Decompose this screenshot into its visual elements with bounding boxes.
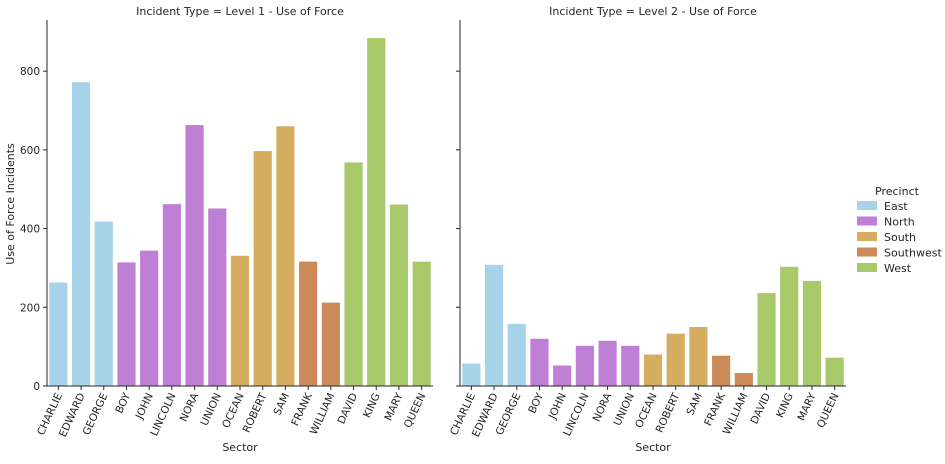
x-tick-label-panel-2-john: JOHN	[546, 391, 569, 422]
x-tick-label-panel-1-sam: SAM	[271, 391, 292, 417]
x-tick-label-panel-2-union: UNION	[611, 391, 637, 428]
bar-panel-2-lincoln	[575, 345, 594, 386]
x-tick-label-panel-2-boy: BOY	[526, 391, 546, 416]
x-tick-label-panel-1-queen: QUEEN	[402, 391, 429, 430]
bar-panel-2-frank	[712, 355, 731, 386]
legend-swatch-south	[857, 232, 877, 241]
bar-panel-2-queen	[825, 357, 844, 386]
bar-panel-2-ocean	[643, 354, 663, 386]
panel-title-1: Incident Type = Level 1 - Use of Force	[136, 5, 344, 18]
x-tick-label-panel-1-mary: MARY	[382, 391, 405, 423]
x-tick-label-panel-2-mary: MARY	[795, 391, 818, 423]
x-axis-label-panel-1: Sector	[222, 441, 258, 454]
y-tick-label-0: 0	[33, 381, 40, 393]
x-tick-label-panel-1-boy: BOY	[113, 391, 133, 416]
bar-panel-2-sam	[689, 326, 708, 386]
bar-panel-1-frank	[299, 261, 318, 386]
bar-panel-2-robert	[666, 333, 685, 386]
x-tick-label-panel-1-union: UNION	[198, 391, 224, 428]
legend-swatch-west	[857, 263, 877, 272]
legend-swatch-east	[857, 201, 877, 210]
x-tick-label-panel-2-sam: SAM	[684, 391, 705, 417]
bar-panel-1-charlie	[49, 282, 68, 386]
bar-panel-2-charlie	[462, 363, 481, 386]
x-tick-label-panel-1-john: JOHN	[133, 391, 156, 422]
y-tick-label-600: 600	[20, 145, 40, 157]
bar-panel-1-william	[321, 302, 340, 386]
x-tick-label-panel-2-king: KING	[774, 391, 796, 420]
legend-label-south: South	[884, 231, 916, 244]
bar-panel-2-union	[621, 345, 640, 386]
bar-panel-2-edward	[484, 264, 504, 386]
bar-panel-1-nora	[185, 125, 204, 386]
bar-panel-1-edward	[71, 82, 91, 386]
y-tick-label-800: 800	[20, 66, 40, 78]
bar-panel-2-william	[734, 373, 753, 386]
bar-panel-1-king	[367, 38, 386, 387]
x-tick-label-panel-1-nora: NORA	[178, 390, 202, 423]
bar-panel-2-john	[553, 365, 572, 386]
bar-panel-2-king	[780, 266, 799, 386]
y-tick-label-400: 400	[20, 224, 40, 236]
x-tick-label-panel-1-david: DAVID	[336, 391, 361, 426]
legend-swatch-southwest	[857, 247, 877, 257]
bar-panel-2-mary	[802, 280, 822, 386]
bar-panel-1-boy	[117, 262, 136, 386]
x-tick-label-panel-2-nora: NORA	[591, 390, 615, 423]
bar-panel-1-robert	[253, 151, 272, 386]
legend-label-west: West	[884, 262, 912, 275]
bar-panel-1-union	[208, 208, 227, 386]
bar-panel-2-george	[507, 323, 526, 386]
bar-panel-1-mary	[389, 204, 409, 386]
x-tick-label-panel-2-david: DAVID	[749, 391, 774, 426]
bar-panel-1-david	[344, 162, 363, 386]
bar-panel-1-george	[94, 221, 113, 386]
y-axis-label: Use of Force Incidents	[4, 143, 17, 265]
bar-panel-1-john	[140, 250, 159, 386]
legend-label-southwest: Southwest	[884, 247, 942, 260]
bar-panel-2-nora	[598, 340, 617, 386]
legend-label-north: North	[884, 216, 915, 229]
legend-swatch-north	[857, 216, 877, 226]
bar-panel-1-sam	[276, 126, 295, 387]
legend-label-east: East	[884, 200, 908, 213]
x-axis-label-panel-2: Sector	[635, 441, 671, 454]
panel-title-2: Incident Type = Level 2 - Use of Force	[549, 5, 757, 18]
legend-title: Precinct	[875, 185, 920, 198]
bar-panel-1-queen	[412, 261, 431, 386]
bar-panel-1-ocean	[230, 255, 250, 386]
y-tick-label-200: 200	[20, 302, 40, 314]
bar-panel-2-david	[757, 293, 776, 386]
bar-panel-1-lincoln	[162, 204, 181, 386]
x-tick-label-panel-2-queen: QUEEN	[815, 391, 842, 430]
bar-panel-2-boy	[530, 338, 549, 386]
x-tick-label-panel-1-king: KING	[361, 391, 383, 420]
